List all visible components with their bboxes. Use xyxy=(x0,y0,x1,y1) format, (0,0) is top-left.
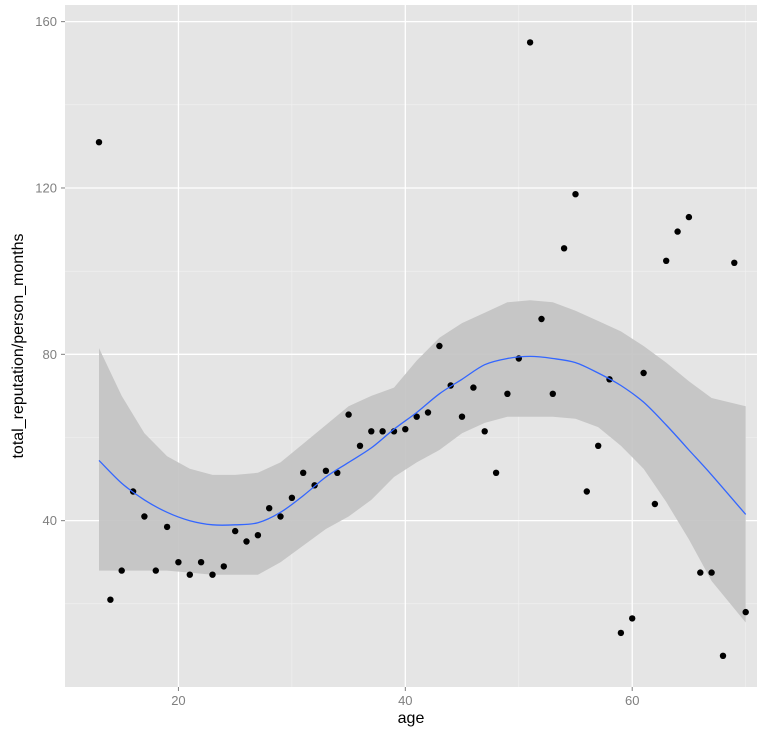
data-point xyxy=(538,315,545,323)
data-point xyxy=(288,494,296,501)
data-point xyxy=(458,413,466,420)
data-point xyxy=(629,615,636,622)
data-point xyxy=(118,567,125,574)
y-tick-label: 120 xyxy=(35,180,57,195)
data-point xyxy=(595,442,602,449)
y-tick-label: 160 xyxy=(35,14,57,29)
data-point xyxy=(175,559,182,566)
data-point xyxy=(651,500,659,508)
x-tick-label: 20 xyxy=(171,693,185,708)
data-point xyxy=(209,571,216,578)
y-tick-label: 80 xyxy=(43,347,57,362)
data-point xyxy=(95,139,103,146)
data-point xyxy=(322,467,330,474)
data-point xyxy=(572,191,579,198)
data-point xyxy=(526,39,534,46)
data-point xyxy=(470,384,477,391)
data-point xyxy=(697,569,704,576)
data-point xyxy=(424,409,432,416)
data-point xyxy=(141,513,148,520)
data-point xyxy=(368,428,375,435)
data-point xyxy=(742,608,749,616)
data-point xyxy=(277,513,284,520)
data-point xyxy=(731,259,738,266)
data-point xyxy=(197,559,205,566)
x-axis-ticks: 20 40 60 xyxy=(171,687,639,708)
data-point xyxy=(220,563,227,570)
data-point xyxy=(549,390,556,397)
data-point xyxy=(232,527,239,535)
data-point xyxy=(719,652,727,659)
data-point xyxy=(254,532,262,539)
data-point xyxy=(186,571,193,578)
data-point xyxy=(152,567,159,574)
data-point xyxy=(379,428,386,435)
data-point xyxy=(436,342,443,350)
data-point xyxy=(300,469,307,476)
data-point xyxy=(504,390,511,397)
confidence-band xyxy=(99,300,746,623)
data-point xyxy=(640,369,647,377)
data-point xyxy=(243,538,250,545)
panel-background xyxy=(65,5,757,687)
data-point xyxy=(663,257,670,264)
data-point xyxy=(107,596,114,603)
data-point xyxy=(163,523,171,531)
x-tick-label: 40 xyxy=(398,693,412,708)
data-point xyxy=(334,469,341,476)
data-point xyxy=(356,442,364,449)
data-point xyxy=(708,569,715,576)
data-point xyxy=(583,488,590,495)
data-point xyxy=(560,245,568,252)
data-point xyxy=(685,213,693,221)
data-point xyxy=(481,428,488,435)
x-axis-title: age xyxy=(398,710,425,727)
data-point xyxy=(617,629,625,637)
data-point xyxy=(492,469,500,476)
data-points xyxy=(95,39,749,659)
data-point xyxy=(402,426,409,433)
y-tick-label: 40 xyxy=(43,513,57,528)
y-axis-ticks: 40 80 120 160 xyxy=(35,14,65,528)
y-axis-title: total_reputation/person_months xyxy=(10,233,27,458)
x-tick-label: 60 xyxy=(625,693,639,708)
smooth-line xyxy=(98,355,747,526)
data-point xyxy=(413,413,420,420)
data-point xyxy=(345,411,352,418)
data-point xyxy=(674,228,681,235)
data-point xyxy=(266,505,273,512)
